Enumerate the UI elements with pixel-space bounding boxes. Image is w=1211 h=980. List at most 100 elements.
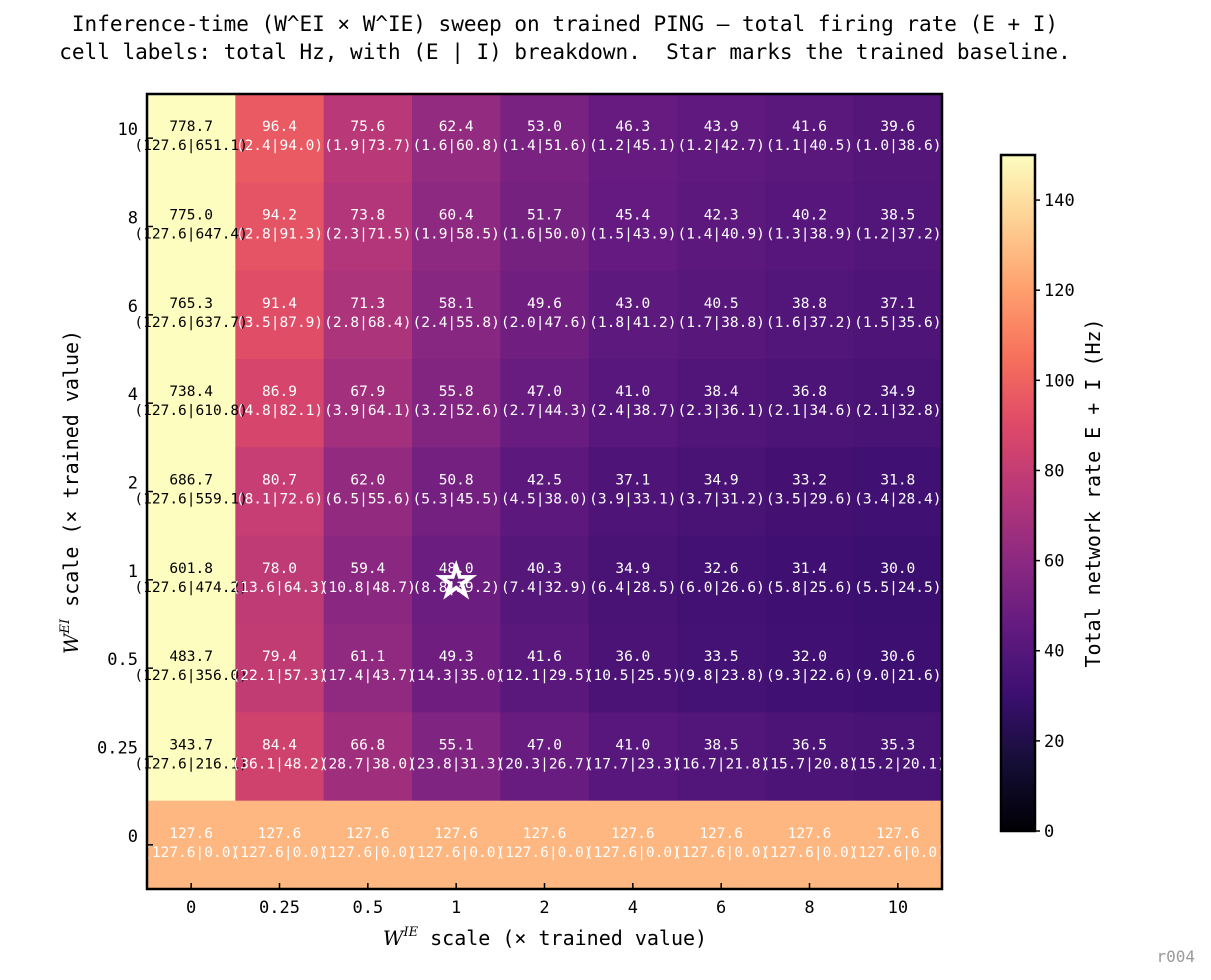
cell-breakdown-label: (1.2|37.2) xyxy=(854,227,941,243)
y-tick-label: 2 xyxy=(128,474,138,494)
cell-total-label: 62.0 xyxy=(350,473,385,489)
cell-total-label: 59.4 xyxy=(350,561,385,577)
cell-breakdown-label: (127.6|647.4) xyxy=(134,227,248,243)
heatmap-cell xyxy=(765,270,855,360)
cell-breakdown-label: (1.3|38.9) xyxy=(766,227,853,243)
heatmap-cell xyxy=(147,182,236,272)
cell-breakdown-label: (3.2|52.6) xyxy=(413,403,500,419)
cell-total-label: 34.9 xyxy=(880,384,915,400)
cell-breakdown-label: (1.2|45.1) xyxy=(589,138,676,154)
cell-total-label: 686.7 xyxy=(169,473,213,489)
cell-breakdown-label: (10.5|25.5) xyxy=(585,668,681,684)
cell-total-label: 343.7 xyxy=(169,738,213,754)
x-tick-label: 0.25 xyxy=(259,898,300,918)
cell-total-label: 127.6 xyxy=(699,826,743,842)
cell-breakdown-label: (1.6|37.2) xyxy=(766,315,853,331)
cell-breakdown-label: (22.1|57.3) xyxy=(231,668,327,684)
cell-breakdown-label: (14.3|35.0) xyxy=(408,668,504,684)
cell-total-label: 127.6 xyxy=(523,826,567,842)
heatmap-cell xyxy=(500,359,590,448)
cell-breakdown-label: (4.5|38.0) xyxy=(501,492,588,508)
heatmap-cell xyxy=(147,800,236,890)
colorbar-tick-label: 140 xyxy=(1044,191,1075,211)
cell-breakdown-label: (127.6|216.1) xyxy=(134,757,248,773)
cell-breakdown-label: (2.8|68.4) xyxy=(324,315,411,331)
heatmap-cell xyxy=(765,94,855,183)
heatmap-cell xyxy=(235,712,325,802)
heatmap-cell xyxy=(323,182,413,272)
colorbar-tick-label: 0 xyxy=(1044,822,1054,842)
heatmap-cell xyxy=(500,94,590,183)
cell-total-label: 55.8 xyxy=(439,384,474,400)
cell-breakdown-label: (127.6|0.0) xyxy=(320,845,416,861)
x-tick-label: 2 xyxy=(539,898,549,918)
cell-breakdown-label: (127.6|0.0) xyxy=(673,845,769,861)
cell-breakdown-label: (127.6|0.0) xyxy=(585,845,681,861)
cell-total-label: 41.6 xyxy=(527,649,562,665)
cell-total-label: 33.5 xyxy=(704,649,739,665)
cell-breakdown-label: (1.6|60.8) xyxy=(413,138,500,154)
cell-total-label: 34.9 xyxy=(615,561,650,577)
cell-breakdown-label: (36.1|48.2) xyxy=(231,757,327,773)
cell-breakdown-label: (9.8|23.8) xyxy=(678,668,765,684)
cell-breakdown-label: (12.1|29.5) xyxy=(496,668,592,684)
heatmap-cell xyxy=(765,800,855,890)
cell-total-label: 41.0 xyxy=(615,738,650,754)
cell-total-label: 33.2 xyxy=(792,473,827,489)
cell-breakdown-label: (8.8|39.2) xyxy=(413,580,500,596)
cell-breakdown-label: (9.0|21.6) xyxy=(854,668,941,684)
x-tick-label: 6 xyxy=(716,898,726,918)
heatmap-cell xyxy=(147,624,236,713)
heatmap-cell xyxy=(323,94,413,183)
cell-total-label: 62.4 xyxy=(439,119,474,135)
cell-total-label: 42.3 xyxy=(704,208,739,224)
heatmap-cell xyxy=(853,359,943,448)
cell-breakdown-label: (6.4|28.5) xyxy=(589,580,676,596)
cell-breakdown-label: (20.3|26.7) xyxy=(496,757,592,773)
cell-total-label: 46.3 xyxy=(615,119,650,135)
heatmap-cell xyxy=(588,182,678,272)
cell-breakdown-label: (1.0|38.6) xyxy=(854,138,941,154)
cell-breakdown-label: (1.8|41.2) xyxy=(589,315,676,331)
x-axis-label-text: scale (× trained value) xyxy=(418,926,707,950)
cell-breakdown-label: (5.8|25.6) xyxy=(766,580,853,596)
figure-tag: r004 xyxy=(1156,947,1195,966)
heatmap-cell xyxy=(412,624,501,713)
heatmap-cell xyxy=(853,94,943,183)
cell-total-label: 49.3 xyxy=(439,649,474,665)
cell-breakdown-label: (3.9|64.1) xyxy=(324,403,411,419)
cell-breakdown-label: (127.6|0.0) xyxy=(408,845,504,861)
cell-breakdown-label: (1.4|51.6) xyxy=(501,138,588,154)
heatmap-cell xyxy=(235,359,325,448)
colorbar-tick-label: 60 xyxy=(1044,552,1064,572)
cell-total-label: 58.1 xyxy=(439,296,474,312)
cell-breakdown-label: (1.4|40.9) xyxy=(678,227,765,243)
cell-total-label: 66.8 xyxy=(350,738,385,754)
cell-breakdown-label: (23.8|31.3) xyxy=(408,757,504,773)
x-axis-label-symbol: W xyxy=(383,926,405,950)
cell-breakdown-label: (127.6|651.1) xyxy=(134,138,248,154)
y-axis-label-text: scale (× trained value) xyxy=(59,330,83,619)
cell-total-label: 47.0 xyxy=(527,738,562,754)
heatmap-cell xyxy=(677,270,766,360)
cell-breakdown-label: (127.6|0.0) xyxy=(231,845,327,861)
cell-total-label: 53.0 xyxy=(527,119,562,135)
heatmap-cell xyxy=(853,624,943,713)
cell-breakdown-label: (17.4|43.7) xyxy=(320,668,416,684)
cell-breakdown-label: (127.6|474.2) xyxy=(134,580,248,596)
heatmap-cell xyxy=(323,447,413,537)
cell-breakdown-label: (3.9|33.1) xyxy=(589,492,676,508)
y-tick-label: 1 xyxy=(128,562,138,582)
cell-total-label: 49.6 xyxy=(527,296,562,312)
cell-breakdown-label: (2.4|55.8) xyxy=(413,315,500,331)
cell-total-label: 67.9 xyxy=(350,384,385,400)
heatmap-cell xyxy=(500,712,590,802)
cell-total-label: 61.1 xyxy=(350,649,385,665)
heatmap-cell xyxy=(323,712,413,802)
heatmap-cell xyxy=(588,359,678,448)
x-tick-label: 0.5 xyxy=(352,898,383,918)
cell-breakdown-label: (5.5|24.5) xyxy=(854,580,941,596)
cell-total-label: 94.2 xyxy=(262,208,297,224)
cell-total-label: 48.0 xyxy=(439,561,474,577)
